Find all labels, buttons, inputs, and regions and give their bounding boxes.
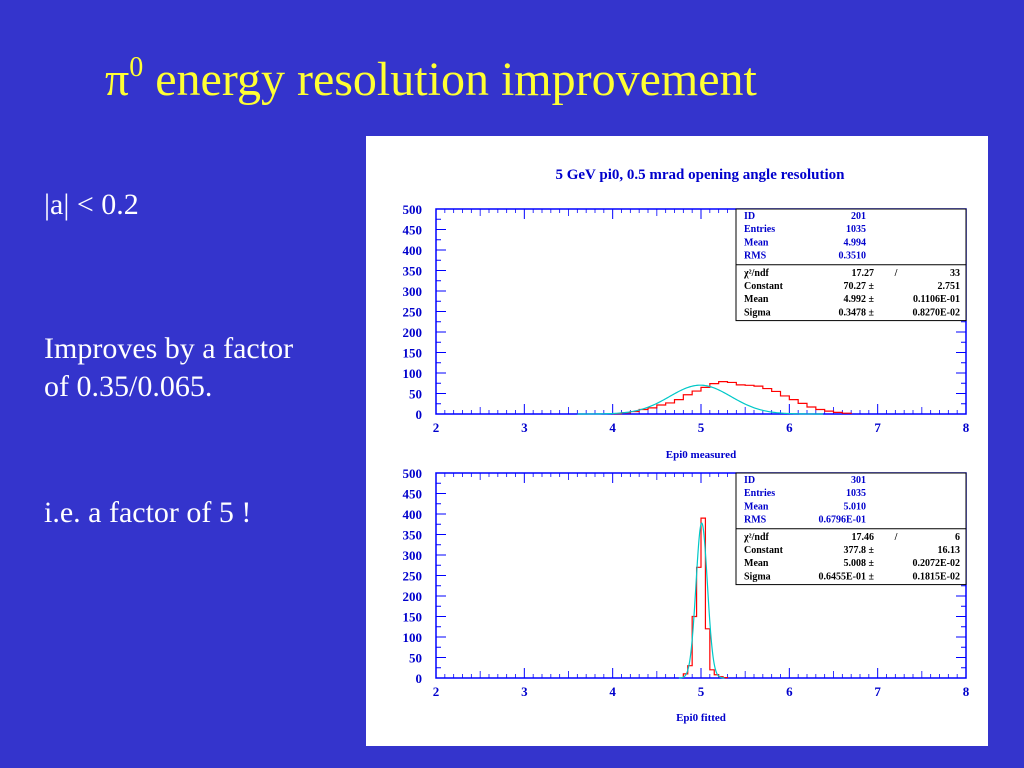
fit-label: Mean (744, 558, 769, 569)
fit-value: 5.008 ± (844, 558, 875, 569)
title-symbol: π (105, 53, 130, 106)
histogram-chart: 5 GeV pi0, 0.5 mrad opening angle resolu… (403, 167, 970, 724)
y-tick-label: 500 (403, 202, 423, 217)
fit-label: Sigma (744, 571, 771, 582)
x-tick-label: 5 (698, 420, 705, 435)
y-tick-label: 0 (416, 407, 423, 422)
fit-value: 0.6455E-01 ± (819, 571, 875, 582)
x-tick-label: 6 (786, 684, 793, 699)
fit-value: 17.27 (852, 268, 875, 279)
x-tick-label: 6 (786, 420, 793, 435)
stats-value: 0.3510 (839, 251, 867, 262)
stats-value: 201 (851, 211, 866, 222)
x-tick-label: 2 (433, 684, 440, 699)
fit-label: χ²/ndf (743, 532, 770, 543)
y-tick-label: 300 (403, 548, 423, 563)
bullet-angle-cut: |a| < 0.2 (44, 188, 139, 221)
chart-panel: 5 GeV pi0, 0.5 mrad opening angle resolu… (366, 136, 988, 746)
y-tick-label: 100 (403, 366, 423, 381)
y-tick-label: 400 (403, 507, 423, 522)
bullet-improvement: Improves by a factor of 0.35/0.065. (44, 332, 294, 403)
y-tick-label: 200 (403, 325, 423, 340)
fit-error: 0.1106E-01 (913, 294, 960, 305)
y-tick-label: 300 (403, 284, 423, 299)
x-tick-label: 8 (963, 684, 970, 699)
fit-value: 0.3478 ± (839, 307, 875, 318)
x-tick-label: 8 (963, 420, 970, 435)
fit-error: 16.13 (938, 545, 961, 556)
stats-value: 1035 (846, 224, 866, 235)
stats-label: Mean (744, 237, 769, 248)
y-tick-label: 450 (403, 223, 423, 238)
x-tick-label: 3 (521, 420, 528, 435)
y-tick-label: 250 (403, 305, 423, 320)
y-tick-label: 50 (409, 651, 422, 666)
y-tick-label: 350 (403, 528, 423, 543)
y-tick-label: 150 (403, 610, 423, 625)
y-tick-label: 150 (403, 346, 423, 361)
x-axis-label: Epi0 fitted (676, 712, 726, 724)
x-tick-label: 4 (609, 684, 616, 699)
y-tick-label: 350 (403, 264, 423, 279)
x-tick-label: 3 (521, 684, 528, 699)
stats-value: 5.010 (844, 501, 867, 512)
stats-label: RMS (744, 251, 767, 262)
fit-value: 377.8 ± (844, 545, 875, 556)
bullet-factor: i.e. a factor of 5 ! (44, 496, 252, 529)
x-tick-label: 7 (874, 684, 881, 699)
gaussian-fit-line (678, 522, 725, 679)
fit-label: Sigma (744, 307, 771, 318)
fit-error: 6 (955, 532, 960, 543)
stats-label: ID (744, 475, 755, 486)
y-tick-label: 0 (416, 671, 423, 686)
fit-error: 0.8270E-02 (913, 307, 961, 318)
fit-separator: / (894, 268, 898, 279)
x-tick-label: 5 (698, 684, 705, 699)
fit-value: 70.27 ± (844, 281, 875, 292)
x-tick-label: 4 (609, 420, 616, 435)
stats-value: 4.994 (844, 237, 867, 248)
stats-value: 0.6796E-01 (819, 515, 867, 526)
fit-error: 2.751 (938, 281, 961, 292)
stats-label: Entries (744, 488, 775, 499)
histogram-series (682, 517, 729, 679)
fit-error: 0.1815E-02 (913, 571, 961, 582)
fit-label: Constant (744, 545, 784, 556)
y-tick-label: 450 (403, 487, 423, 502)
title-superscript: 0 (129, 52, 144, 83)
fit-error: 0.2072E-02 (913, 558, 961, 569)
fit-value: 17.46 (852, 532, 875, 543)
x-axis-label: Epi0 measured (666, 449, 736, 461)
fit-label: Constant (744, 281, 784, 292)
fit-separator: / (894, 532, 898, 543)
x-tick-label: 2 (433, 420, 440, 435)
fit-error: 33 (950, 268, 960, 279)
chart-title: 5 GeV pi0, 0.5 mrad opening angle resolu… (555, 167, 845, 183)
y-tick-label: 400 (403, 243, 423, 258)
stats-label: Mean (744, 501, 769, 512)
y-tick-label: 200 (403, 589, 423, 604)
y-tick-label: 250 (403, 569, 423, 584)
fit-label: Mean (744, 294, 769, 305)
stats-value: 1035 (846, 488, 866, 499)
slide-title: π0 energy resolution improvement (105, 52, 757, 107)
y-tick-label: 500 (403, 466, 423, 481)
gaussian-fit-line (577, 384, 824, 415)
fit-value: 4.992 ± (844, 294, 875, 305)
stats-value: 301 (851, 475, 866, 486)
title-text: energy resolution improvement (143, 53, 757, 106)
y-tick-label: 100 (403, 630, 423, 645)
histogram-series (612, 381, 852, 415)
y-tick-label: 50 (409, 387, 422, 402)
x-tick-label: 7 (874, 420, 881, 435)
stats-label: RMS (744, 515, 767, 526)
stats-label: Entries (744, 224, 775, 235)
fit-label: χ²/ndf (743, 268, 770, 279)
stats-label: ID (744, 211, 755, 222)
